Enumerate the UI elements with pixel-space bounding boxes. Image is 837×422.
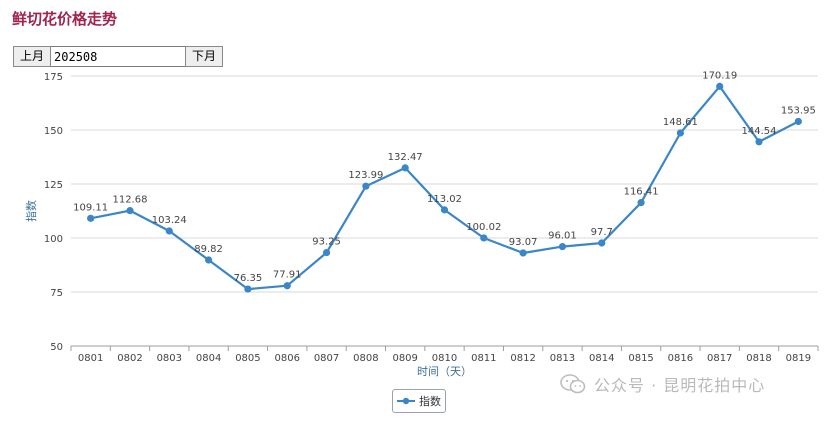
y-axis-title: 指数	[24, 200, 38, 222]
data-label: 76.35	[234, 273, 263, 284]
data-label: 170.19	[702, 70, 737, 81]
data-label: 93.25	[312, 237, 341, 248]
data-point	[126, 207, 134, 215]
y-tick-label: 125	[44, 180, 63, 191]
data-label: 97.7	[591, 227, 613, 238]
x-tick-label: 0806	[275, 353, 300, 364]
data-label: 112.68	[112, 195, 147, 206]
data-label: 116.41	[624, 187, 659, 198]
x-axis-title: 时间（天）	[417, 365, 472, 378]
data-point	[637, 198, 645, 207]
data-point	[87, 214, 95, 222]
legend-label: 指数	[419, 395, 441, 408]
x-tick-label: 0813	[550, 353, 575, 364]
data-label: 93.07	[509, 237, 538, 248]
data-point	[716, 82, 724, 90]
x-tick-label: 0814	[589, 353, 614, 364]
data-point	[519, 249, 527, 257]
prev-month-button[interactable]: 上月	[13, 46, 52, 67]
data-point	[322, 248, 331, 257]
legend[interactable]: 指数	[392, 389, 446, 413]
x-tick-label: 0809	[392, 353, 417, 364]
data-point	[480, 234, 488, 242]
data-point	[283, 282, 291, 290]
data-labels: 109.11 112.68 103.24 89.82 76.35 77.91 93.25 12…	[73, 70, 816, 284]
data-label: 153.95	[781, 105, 816, 116]
x-tick-label: 0810	[432, 353, 457, 364]
data-label: 109.11	[73, 202, 108, 213]
data-point	[244, 285, 252, 293]
data-point	[401, 164, 409, 172]
data-point	[205, 256, 213, 264]
series-index	[87, 82, 802, 293]
legend-line-marker-icon	[397, 397, 415, 405]
x-tick-label: 0808	[353, 353, 378, 364]
data-label: 123.99	[348, 170, 383, 181]
month-input[interactable]	[51, 46, 186, 67]
data-label: 132.47	[388, 152, 423, 163]
axes: 50 75 100 125 150 175 0801 0802 0803 0804 0805 0806…	[44, 72, 819, 364]
x-tick-label: 0803	[157, 353, 182, 364]
watermark: 公众号 · 昆明花拍中心	[560, 372, 765, 396]
data-label: 148.61	[663, 117, 698, 128]
data-label: 144.54	[742, 126, 777, 137]
x-tick-label: 0815	[628, 353, 653, 364]
x-tick-label: 0819	[786, 353, 811, 364]
data-point	[362, 182, 370, 190]
data-point	[794, 117, 802, 126]
data-label: 113.02	[427, 194, 462, 205]
y-tick-label: 175	[44, 72, 63, 83]
data-point	[755, 138, 763, 146]
data-label: 103.24	[152, 215, 187, 226]
grid-lines	[71, 75, 818, 347]
data-label: 89.82	[194, 244, 223, 255]
y-tick-label: 100	[44, 234, 63, 245]
wechat-icon	[560, 374, 586, 394]
x-tick-label: 0818	[746, 353, 771, 364]
x-tick-label: 0802	[117, 353, 142, 364]
data-point	[165, 227, 173, 235]
x-tick-label: 0804	[196, 353, 221, 364]
watermark-text: 公众号 · 昆明花拍中心	[594, 376, 766, 395]
data-label: 100.02	[466, 222, 501, 233]
x-tick-label: 0816	[668, 353, 693, 364]
y-tick-label: 50	[50, 342, 63, 353]
x-tick-label: 0812	[510, 353, 535, 364]
x-tick-label: 0817	[707, 353, 732, 364]
next-month-button[interactable]: 下月	[185, 46, 224, 67]
data-label: 77.91	[273, 270, 302, 281]
month-navigation: 上月 下月	[13, 46, 224, 67]
y-tick-label: 75	[50, 288, 63, 299]
y-tick-label: 150	[44, 126, 63, 137]
x-tick-label: 0811	[471, 353, 496, 364]
x-tick-label: 0805	[235, 353, 260, 364]
data-point	[676, 129, 684, 137]
data-point	[558, 243, 567, 251]
x-tick-label: 0807	[314, 353, 339, 364]
page-title: 鲜切花价格走势	[12, 10, 118, 28]
data-label: 96.01	[548, 231, 577, 242]
data-point	[598, 239, 606, 247]
x-tick-label: 0801	[78, 353, 103, 364]
data-point	[440, 206, 449, 214]
